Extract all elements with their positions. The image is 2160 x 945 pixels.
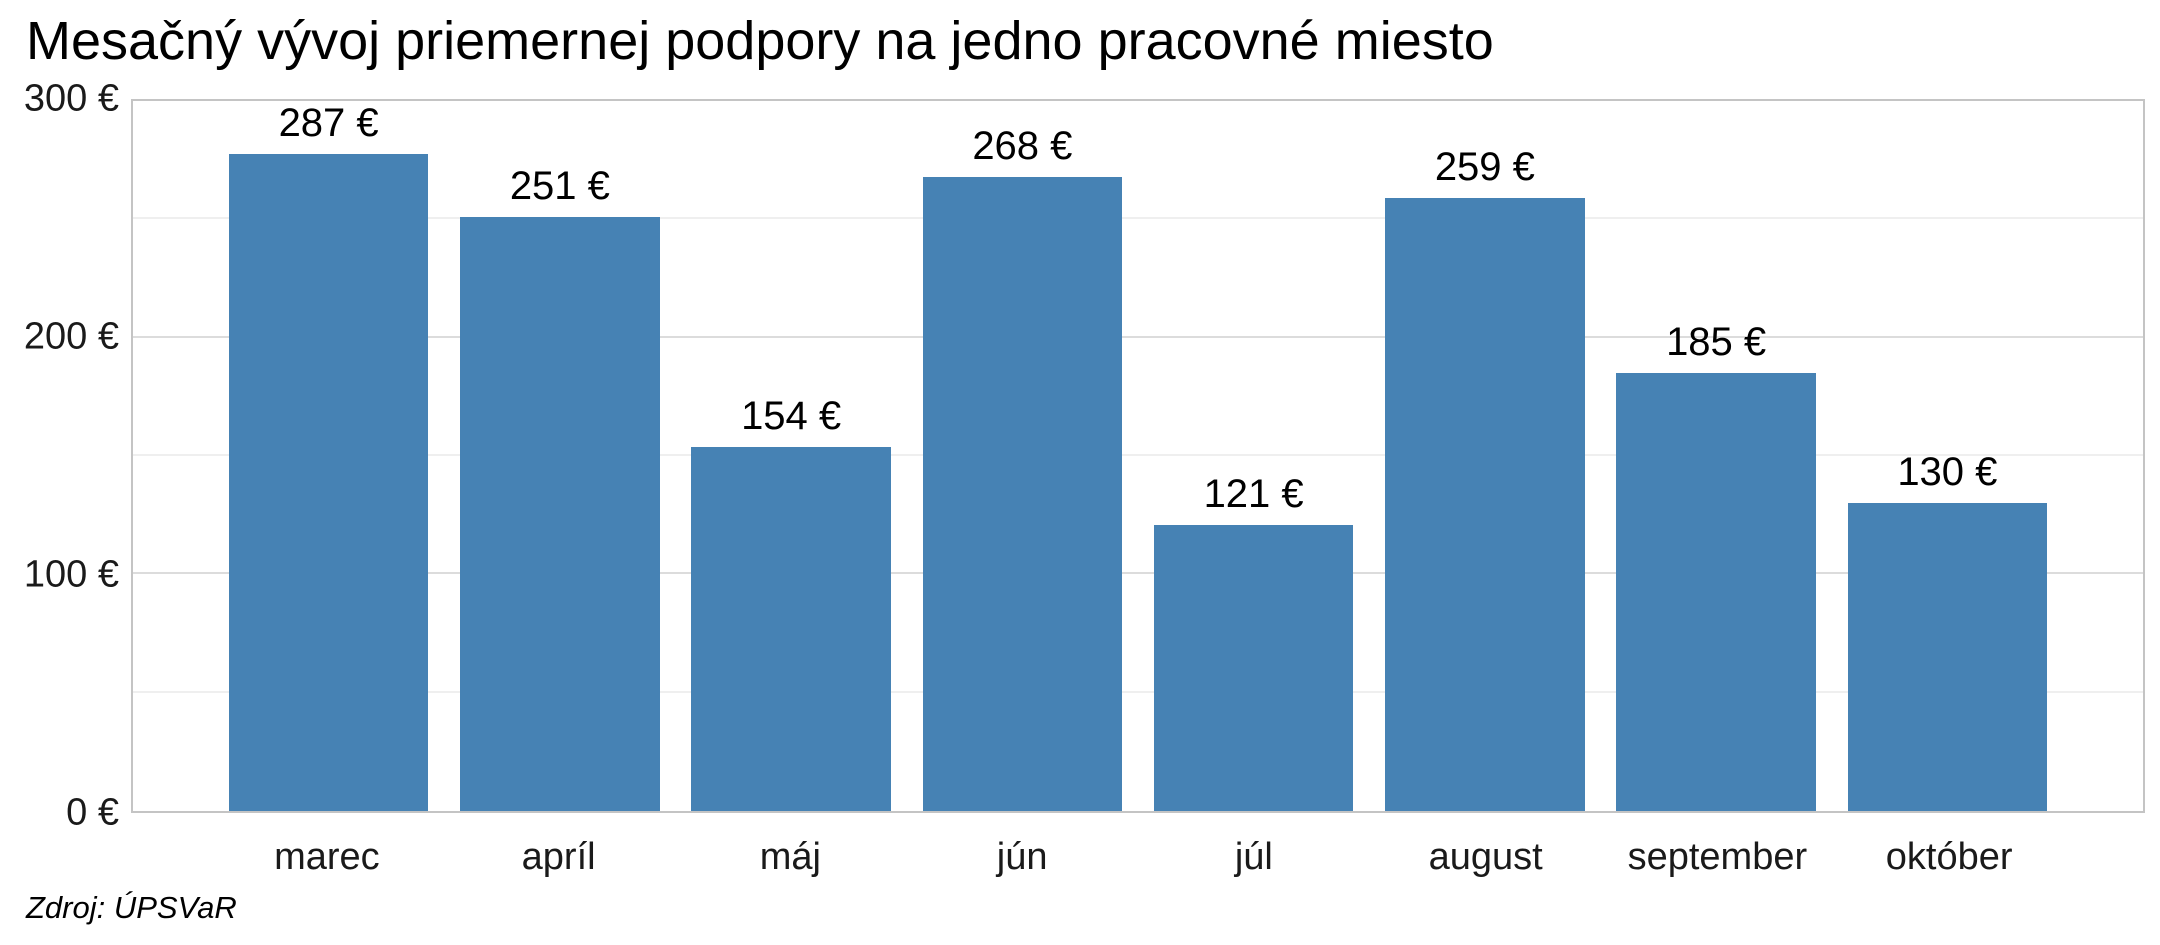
bar (1153, 524, 1354, 811)
bars-container: 287 € 251 € 154 € 268 € 121 € 259 € 185 € 130 € (133, 101, 2143, 811)
y-axis: 0 € 100 € 200 € 300 € (0, 78, 119, 834)
bar-value-label: 259 € (1434, 145, 1535, 190)
y-tick-label: 0 € (66, 791, 119, 834)
y-tick-label: 200 € (23, 315, 119, 358)
bar-slot: 185 € (1601, 101, 1832, 811)
bar-slot: 251 € (444, 101, 675, 811)
x-tick-label: september (1627, 836, 1808, 878)
x-tick-label: august (1428, 836, 1543, 878)
source-note: Zdroj: ÚPSVaR (26, 890, 237, 925)
bar-slot: 130 € (1832, 101, 2063, 811)
chart-title: Mesačný vývoj priemernej podpory na jedn… (26, 11, 1494, 71)
bar-value-label: 121 € (1203, 471, 1304, 516)
bar-slot: 259 € (1369, 101, 1600, 811)
bar (1847, 503, 2048, 811)
x-tick-label: október (1885, 836, 2013, 878)
gridline-major (133, 572, 2143, 575)
bar (691, 446, 891, 811)
gridline-minor (133, 690, 2143, 693)
y-tick-label: 300 € (23, 77, 119, 120)
bar-value-label: 130 € (1897, 450, 1998, 495)
bar-slot: 268 € (907, 101, 1138, 811)
gridline-major (133, 335, 2143, 338)
bar (1385, 198, 1585, 811)
bar-value-label: 185 € (1666, 320, 1767, 365)
x-tick-label: máj (759, 836, 821, 878)
x-tick-label: jún (996, 836, 1048, 878)
bar (1616, 373, 1816, 811)
bar (228, 154, 429, 811)
bar-value-label: 268 € (972, 123, 1073, 168)
bar-value-label: 287 € (278, 101, 379, 145)
bar (460, 216, 660, 811)
gridline-minor (133, 217, 2143, 220)
x-tick-label: júl (1234, 836, 1273, 878)
bar-slot: 154 € (676, 101, 907, 811)
gridline-minor (133, 454, 2143, 456)
bar-value-label: 251 € (509, 163, 610, 208)
bar-value-label: 154 € (741, 393, 842, 438)
x-tick-label: apríl (521, 836, 596, 878)
x-tick-label: marec (274, 836, 380, 878)
plot-panel: 287 € 251 € 154 € 268 € 121 € 259 € 185 € 130 € (131, 99, 2145, 813)
y-tick-label: 100 € (23, 553, 119, 596)
x-axis: marec apríl máj jún júl august september októbe… (131, 836, 2145, 879)
bar-slot: 287 € (213, 101, 444, 811)
bar-slot: 121 € (1138, 101, 1369, 811)
bar (922, 176, 1123, 811)
